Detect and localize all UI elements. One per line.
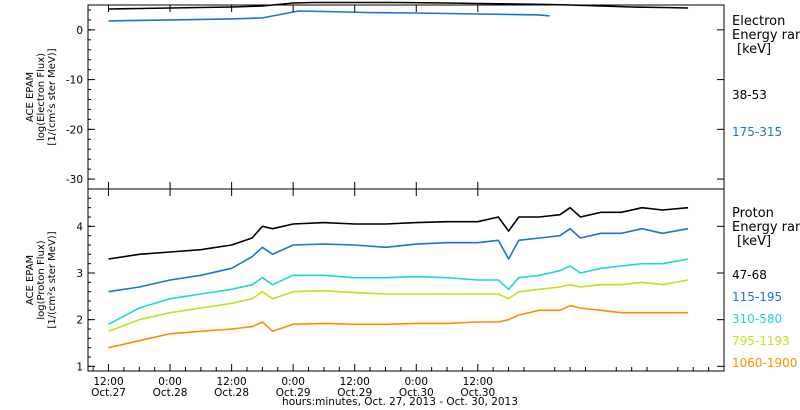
proton-series-3-line <box>108 258 689 326</box>
electron-series-1-line <box>108 1 689 10</box>
electron-legend-entry-1: 38-53 <box>732 88 767 102</box>
proton-ylabel-line-2: log(Proton Flux) <box>36 240 47 319</box>
proton-y-axis: 1 2 3 4 <box>76 197 724 373</box>
electron-ytick-label-2: -10 <box>66 75 83 87</box>
proton-legend-entry-5: 1060-1900 <box>732 356 797 370</box>
time-x-axis: 12:00Oct.270:00Oct.2812:00Oct.280:00Oct.… <box>91 5 710 399</box>
xtick-time-label-6: 12:00 <box>463 376 493 388</box>
proton-series-4-line <box>108 279 689 333</box>
proton-ytick-label-2: 3 <box>76 268 83 280</box>
proton-legend: Proton Energy ran [keV] 47-68 115-195 31… <box>732 206 800 370</box>
xtick-date-label-6: Oct.30 <box>460 387 495 399</box>
x-axis-label: hours:minutes, Oct. 27, 2013 - Oct. 30, … <box>282 396 518 408</box>
proton-legend-entry-1: 47-68 <box>732 268 767 282</box>
proton-legend-title-3: [keV] <box>737 234 771 249</box>
xtick-date-label-4: Oct.29 <box>337 387 372 399</box>
xtick-time-label-0: 12:00 <box>93 376 123 388</box>
proton-plot-frame <box>87 188 725 372</box>
proton-ytick-label-0: 1 <box>76 361 83 373</box>
proton-series-2-line <box>108 227 689 293</box>
xtick-time-label-4: 12:00 <box>340 376 370 388</box>
xtick-date-label-3: Oct.29 <box>276 387 311 399</box>
xtick-time-label-2: 12:00 <box>216 376 246 388</box>
proton-ylabel-line-1: ACE EPAM <box>25 255 36 305</box>
electron-y-axis-label: ACE EPAM log(Electron Flux) [1/(cm²s ste… <box>25 48 58 145</box>
electron-ytick-label-0: -30 <box>66 174 83 186</box>
xtick-date-label-5: Oct.30 <box>399 387 434 399</box>
xtick-date-label-0: Oct.27 <box>91 387 126 399</box>
proton-ylabel-line-3: [1/(cm²s ster MeV)] <box>47 231 58 328</box>
electron-legend-title-1: Electron <box>732 14 785 29</box>
proton-ytick-label-3: 4 <box>76 221 83 233</box>
xtick-date-label-1: Oct.28 <box>153 387 188 399</box>
electron-flux-panel: -30 -20 -10 0 ACE EPAM log(Electron Flux) [… <box>25 1 800 190</box>
electron-legend-title-2: Energy ran <box>732 28 800 43</box>
electron-ytick-label-3: 0 <box>76 25 83 37</box>
electron-series-2-line <box>108 10 550 22</box>
proton-series-group <box>108 206 689 349</box>
electron-ylabel-line-3: [1/(cm²s ster MeV)] <box>47 48 58 145</box>
electron-y-axis: -30 -20 -10 0 <box>66 9 724 190</box>
proton-legend-entry-3: 310-580 <box>732 312 782 326</box>
xtick-time-label-3: 0:00 <box>281 376 305 388</box>
xtick-date-label-2: Oct.28 <box>214 387 249 399</box>
proton-series-5-line <box>108 304 689 349</box>
electron-legend-title-3: [keV] <box>737 42 771 57</box>
electron-legend-entry-2: 175-315 <box>732 125 782 139</box>
proton-ytick-label-1: 2 <box>76 315 83 327</box>
electron-series-group <box>108 1 689 22</box>
proton-series-1-line <box>108 206 689 260</box>
electron-plot-frame <box>87 4 725 190</box>
xtick-time-label-5: 0:00 <box>404 376 428 388</box>
electron-legend: Electron Energy ran [keV] 38-53 175-315 <box>732 14 800 139</box>
proton-legend-entry-2: 115-195 <box>732 290 782 304</box>
electron-ylabel-line-1: ACE EPAM <box>25 72 36 122</box>
proton-flux-panel: 1 2 3 4 ACE EPAM log(Proton Flux) [1/(cm²s … <box>25 188 800 373</box>
proton-legend-entry-4: 795-1193 <box>732 334 790 348</box>
electron-ylabel-line-2: log(Electron Flux) <box>36 53 47 141</box>
proton-legend-title-1: Proton <box>732 206 774 221</box>
electron-ytick-label-1: -20 <box>66 124 83 136</box>
xtick-time-label-1: 0:00 <box>158 376 182 388</box>
proton-legend-title-2: Energy ran <box>732 220 800 235</box>
proton-y-axis-label: ACE EPAM log(Proton Flux) [1/(cm²s ster … <box>25 231 58 328</box>
